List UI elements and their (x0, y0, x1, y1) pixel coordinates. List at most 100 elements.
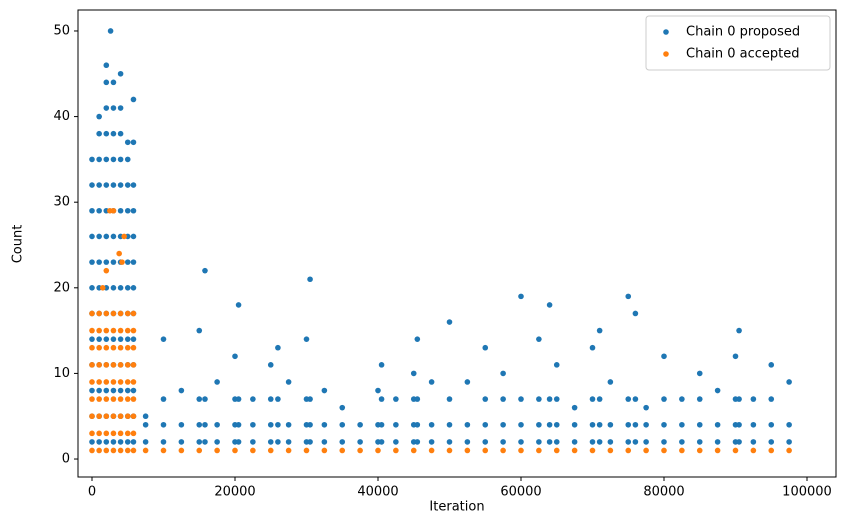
point (378, 421, 385, 428)
point (96, 310, 102, 317)
point (89, 233, 95, 240)
x-tick-label: 60000 (500, 485, 541, 500)
point (99, 285, 106, 291)
point (536, 439, 542, 445)
point (103, 156, 110, 163)
point (117, 430, 124, 437)
point (124, 379, 131, 385)
point (786, 421, 792, 428)
point (110, 439, 117, 445)
point (124, 336, 131, 342)
point (378, 439, 385, 445)
point (275, 344, 281, 351)
point (124, 139, 131, 146)
point (160, 447, 167, 454)
legend-label: Chain 0 accepted (686, 47, 800, 62)
point (103, 267, 110, 274)
point (500, 421, 506, 428)
point (96, 156, 102, 163)
point (124, 396, 131, 402)
point (103, 387, 110, 394)
point (518, 439, 524, 445)
point (546, 302, 553, 308)
point (110, 130, 117, 137)
point (553, 396, 560, 402)
point (124, 327, 131, 334)
point (661, 447, 667, 454)
point (768, 396, 775, 402)
point (553, 439, 560, 445)
point (786, 439, 792, 445)
point (103, 62, 110, 69)
point (275, 421, 281, 428)
point (307, 396, 313, 402)
point (500, 447, 506, 454)
point (546, 439, 553, 445)
point (130, 439, 137, 445)
point (117, 156, 124, 163)
point (661, 439, 667, 445)
point (103, 336, 110, 342)
point (571, 404, 578, 411)
point (607, 421, 614, 428)
point (518, 293, 524, 300)
point (321, 387, 328, 394)
point (589, 439, 596, 445)
point (446, 396, 453, 402)
point (464, 379, 471, 385)
y-tick-label: 30 (53, 195, 70, 210)
point (571, 421, 578, 428)
point (768, 447, 775, 454)
point (235, 439, 242, 445)
point (339, 421, 346, 428)
point (285, 379, 292, 385)
point (117, 396, 124, 402)
x-tick-label: 0 (88, 485, 96, 500)
point (89, 362, 95, 368)
point (736, 439, 742, 445)
point (643, 447, 649, 454)
point (130, 259, 137, 265)
point (96, 344, 102, 351)
point (124, 447, 131, 454)
point (196, 396, 203, 402)
point (553, 362, 560, 368)
point (178, 439, 185, 445)
point (410, 447, 417, 454)
point (96, 387, 102, 394)
point (679, 439, 685, 445)
point (121, 233, 127, 240)
point (536, 447, 542, 454)
point (607, 439, 614, 445)
point (250, 439, 256, 445)
point (124, 413, 131, 420)
point (589, 396, 596, 402)
point (110, 285, 117, 291)
point (732, 353, 739, 360)
point (116, 250, 122, 257)
point (661, 353, 667, 360)
point (89, 387, 95, 394)
point (124, 362, 131, 368)
point (339, 447, 346, 454)
legend-marker (663, 29, 669, 35)
point (696, 370, 703, 377)
point (117, 310, 124, 317)
point (130, 344, 137, 351)
point (117, 336, 124, 342)
point (339, 404, 346, 411)
point (124, 156, 131, 163)
point (768, 362, 775, 368)
point (130, 233, 137, 240)
y-tick-label: 40 (53, 109, 70, 124)
point (500, 396, 506, 402)
point (117, 362, 124, 368)
point (96, 413, 102, 420)
point (117, 327, 124, 334)
point (117, 105, 124, 111)
point (414, 396, 421, 402)
legend: Chain 0 proposed Chain 0 accepted (645, 15, 831, 71)
point (124, 259, 131, 265)
point (117, 447, 124, 454)
